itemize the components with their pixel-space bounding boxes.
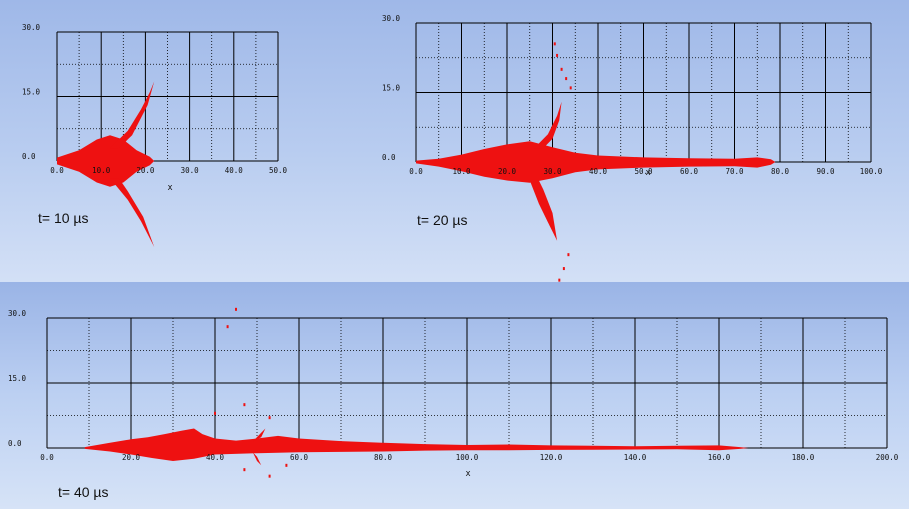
- plume-branch: [529, 180, 558, 241]
- x-tick-label: 20.0: [498, 167, 517, 176]
- plume-speck: [569, 86, 572, 90]
- plume-speck: [243, 403, 246, 407]
- plot-panel-t10: 0.0 10.0 20.0 30.0 40.0 50.0 0.0 15.0 30.0 x t= 1…: [0, 0, 380, 282]
- y-tick-label: 15.0: [8, 374, 27, 383]
- x-tick-label: 70.0: [725, 167, 744, 176]
- plume-speck: [558, 278, 561, 282]
- plume-branch: [534, 101, 562, 149]
- x-tick-label: 200.0: [876, 453, 899, 462]
- plume-speck: [285, 463, 288, 467]
- x-tick-label: 100.0: [456, 453, 479, 462]
- plot-panel-t40: 0.0 20.0 40.0 60.0 80.0 100.0 120.0 140.0 160.0 1…: [0, 282, 909, 509]
- plume-branch: [252, 452, 262, 466]
- contour-plot-t40: 0.0 20.0 40.0 60.0 80.0 100.0 120.0 140.0 160.0 1…: [8, 307, 899, 479]
- plume-speck: [235, 307, 237, 311]
- x-axis-label: x: [465, 469, 470, 479]
- x-tick-label: 80.0: [374, 453, 393, 462]
- plume-branch: [110, 178, 155, 247]
- x-tick-label: 120.0: [540, 453, 563, 462]
- x-tick-label: 0.0: [50, 166, 64, 175]
- x-tick-label: 10.0: [92, 166, 111, 175]
- plume-speck: [556, 53, 559, 57]
- x-tick-label: 80.0: [771, 167, 790, 176]
- x-tick-label: 0.0: [40, 453, 54, 462]
- plume-speck: [562, 267, 565, 271]
- time-label: t= 20 µs: [417, 212, 468, 228]
- x-tick-label: 20.0: [136, 166, 155, 175]
- plume-speck: [565, 77, 568, 81]
- x-tick-label: 180.0: [792, 453, 815, 462]
- x-tick-label: 160.0: [708, 453, 731, 462]
- x-tick-label: 40.0: [589, 167, 608, 176]
- plume-speck: [214, 411, 216, 415]
- plume-speck: [553, 42, 556, 46]
- x-tick-label: 140.0: [624, 453, 647, 462]
- plot-panel-t20: 0.0 10.0 20.0 30.0 40.0 50.0 60.0 70.0 80.0 90.0 1…: [380, 0, 909, 282]
- plume-speck: [567, 253, 570, 257]
- time-label: t= 10 µs: [38, 210, 89, 226]
- x-tick-label: 90.0: [816, 167, 835, 176]
- x-tick-label: 0.0: [409, 167, 423, 176]
- y-tick-label: 0.0: [382, 153, 396, 162]
- plume-branch: [110, 81, 155, 149]
- plume-body: [416, 141, 776, 183]
- x-tick-label: 60.0: [290, 453, 309, 462]
- plume-speck: [268, 416, 271, 420]
- x-tick-label: 40.0: [225, 166, 244, 175]
- y-tick-label: 30.0: [8, 309, 27, 318]
- x-axis-label: x: [167, 183, 172, 193]
- plume-speck: [268, 474, 271, 478]
- y-tick-label: 0.0: [8, 439, 22, 448]
- x-tick-label: 30.0: [543, 167, 562, 176]
- plume-speck: [226, 325, 229, 329]
- y-tick-label: 15.0: [382, 84, 401, 93]
- y-tick-label: 30.0: [22, 23, 41, 32]
- plume-branch: [252, 428, 266, 442]
- y-tick-label: 15.0: [22, 88, 41, 97]
- x-axis-label: x: [645, 168, 650, 178]
- contour-plot-t20: 0.0 10.0 20.0 30.0 40.0 50.0 60.0 70.0 80.0 90.0 1…: [382, 14, 883, 282]
- x-tick-label: 60.0: [680, 167, 699, 176]
- x-tick-label: 10.0: [452, 167, 471, 176]
- y-tick-label: 30.0: [382, 14, 401, 23]
- x-tick-label: 50.0: [269, 166, 288, 175]
- plume-speck: [560, 67, 563, 71]
- x-tick-label: 20.0: [122, 453, 141, 462]
- plume-body: [84, 428, 749, 461]
- x-tick-label: 30.0: [181, 166, 200, 175]
- time-label: t= 40 µs: [58, 484, 109, 500]
- contour-plot-t10: 0.0 10.0 20.0 30.0 40.0 50.0 0.0 15.0 30.0 x: [22, 23, 288, 247]
- plume-body: [57, 135, 155, 187]
- y-tick-label: 0.0: [22, 152, 36, 161]
- x-tick-label: 100.0: [860, 167, 883, 176]
- plume-speck: [243, 468, 246, 472]
- x-tick-label: 50.0: [634, 167, 653, 176]
- x-tick-label: 40.0: [206, 453, 225, 462]
